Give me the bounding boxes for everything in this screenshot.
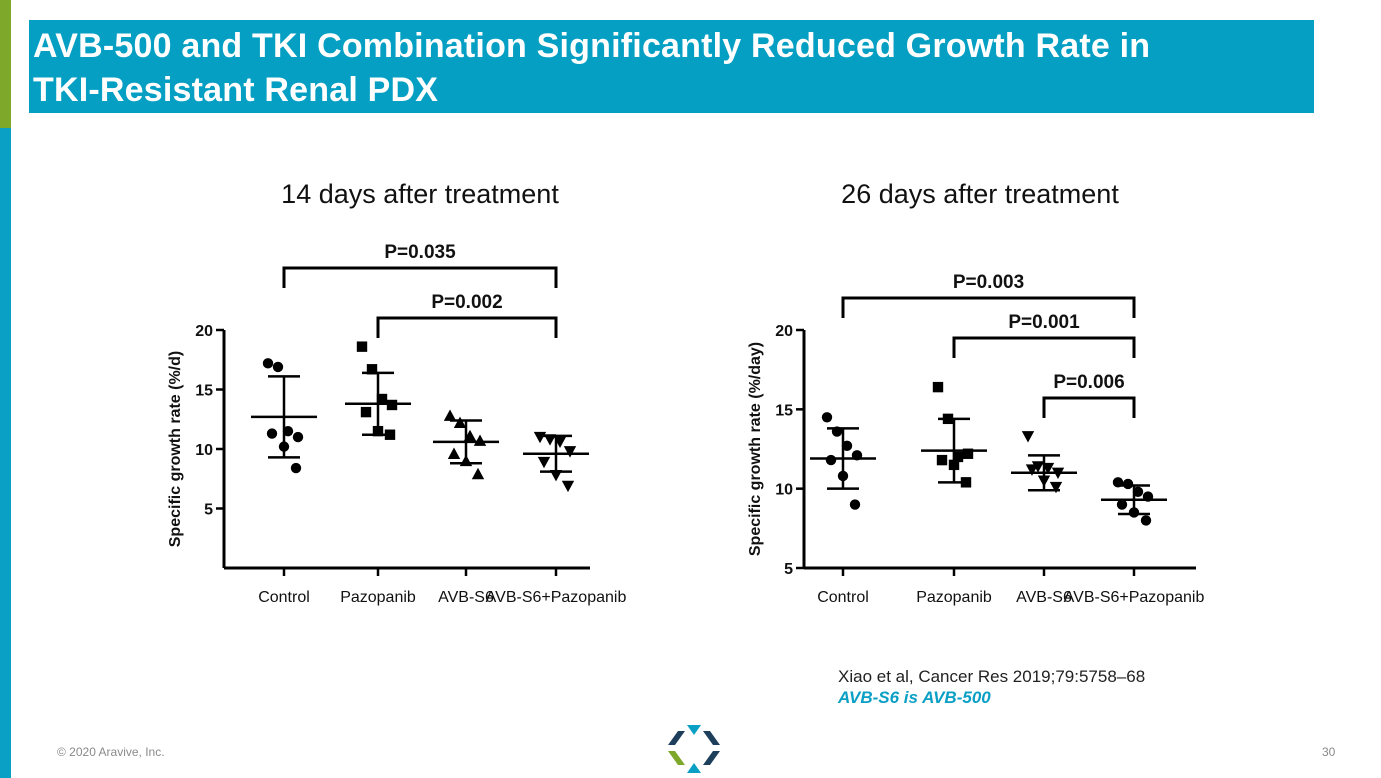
data-point [443,409,457,421]
citation-note: AVB-S6 is AVB-500 [838,688,991,707]
data-point [290,462,302,474]
data-point [1122,478,1134,490]
data-point [453,416,467,429]
series-group [921,381,987,488]
slide-title-line1: AVB-500 and TKI Combination Significantl… [33,27,1151,65]
data-point [1140,515,1152,526]
series-group [1101,477,1167,526]
data-point [821,412,833,423]
data-point [376,393,388,405]
data-point [356,341,368,352]
data-point [1116,499,1128,510]
series-group [433,409,499,480]
data-point [533,431,547,444]
category-label: Pazopanib [916,589,992,606]
significance-bracket [282,266,558,288]
data-point [272,361,284,373]
copyright-text: © 2020 Aravive, Inc. [57,745,165,759]
slide-title: AVB-500 and TKI Combination Significantl… [33,24,1314,112]
y-tick-label: 20 [775,323,793,340]
significance-bracket [1042,396,1136,418]
title-band: AVB-500 and TKI Combination Significantl… [29,20,1314,113]
data-point [537,456,551,469]
data-point [471,467,485,480]
p-value-label: P=0.035 [384,242,456,263]
data-point [561,480,575,493]
p-value-label: P=0.002 [431,292,502,313]
y-axis-label: Specific growth rate (%/day) [747,342,764,556]
category-label: AVB-S6+Pazopanib [486,589,627,606]
significance-bracket [841,296,1136,318]
y-tick-label: 20 [195,323,213,340]
page-number: 30 [1322,745,1336,759]
series-group [251,358,317,474]
data-point [936,454,948,466]
left-accent-bar [0,0,11,778]
left-accent-green [0,0,11,128]
p-value-label: P=0.001 [1008,312,1080,333]
data-point [849,499,861,510]
data-point [360,406,372,418]
data-point [292,431,304,443]
data-point [932,381,944,393]
slide-title-line2: TKI-Resistant Renal PDX [33,71,439,109]
data-point [366,364,378,375]
y-tick-label: 10 [195,442,213,459]
category-label: Control [258,589,310,606]
significance-bracket [376,316,558,338]
aravive-logo-icon [668,725,720,773]
category-label: AVB-S6 [1016,589,1072,606]
chart-26-days: 26 days after treatment Specific growth r… [747,179,1205,606]
data-point [825,454,837,466]
category-label: Control [817,589,869,606]
category-label: AVB-S6 [438,589,494,606]
y-axis-label: Specific growth rate (%/d) [167,351,184,547]
series-group [345,341,411,440]
data-point [1132,486,1144,498]
y-tick-label: 15 [775,402,793,419]
data-point [563,446,577,458]
citation-block: Xiao et al, Cancer Res 2019;79:5758–68 A… [838,666,1145,708]
data-point [1025,464,1039,476]
chart-title: 26 days after treatment [841,179,1119,209]
data-point [841,440,853,452]
y-tick-label: 5 [204,502,213,519]
data-point [962,448,974,459]
y-tick-label: 10 [775,482,793,499]
data-point [952,451,964,463]
chart-14-days: 14 days after treatment Specific growth r… [167,179,627,606]
citation-text: Xiao et al, Cancer Res 2019;79:5758–68 [838,667,1146,686]
data-point [1021,431,1035,443]
p-value-label: P=0.003 [953,272,1024,293]
chart-title: 14 days after treatment [281,179,559,209]
y-tick-label: 15 [195,383,213,400]
category-label: AVB-S6+Pazopanib [1064,589,1205,606]
data-point [447,447,461,459]
significance-bracket [952,336,1136,358]
data-point [1031,461,1045,473]
category-label: Pazopanib [340,589,416,606]
y-tick-label: 5 [784,561,793,578]
data-point [266,428,278,439]
series-group [523,431,589,493]
series-group [1011,431,1077,494]
data-point [262,358,274,369]
p-value-label: P=0.006 [1053,372,1124,393]
data-point [1049,481,1063,494]
series-group [810,412,876,510]
data-point [282,425,294,437]
